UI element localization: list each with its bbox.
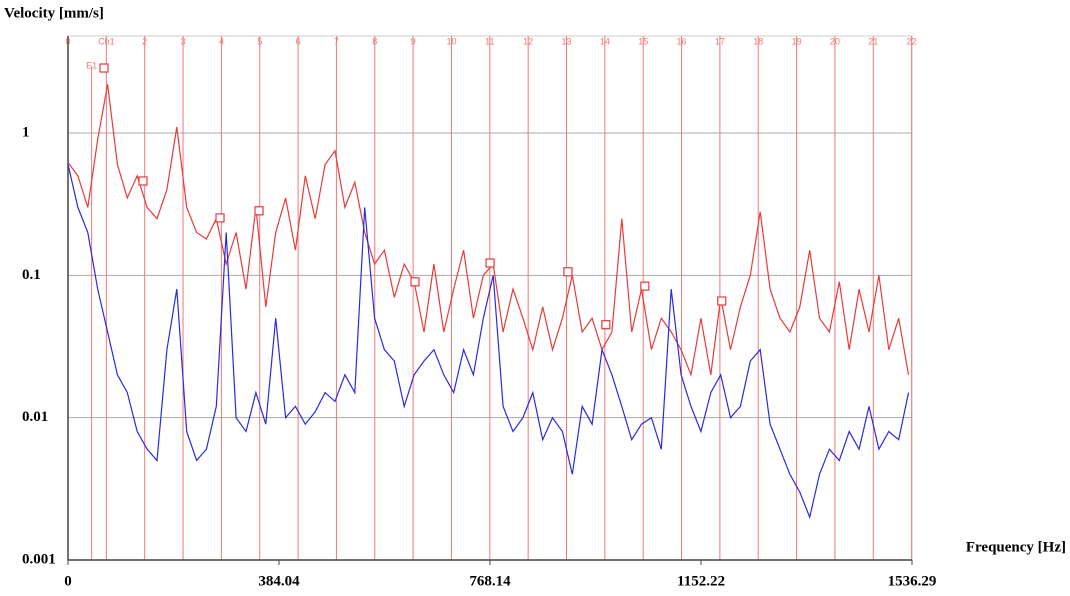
harmonic-label: 20: [830, 36, 840, 46]
peak-marker: [215, 213, 225, 223]
peak-marker: [138, 176, 148, 186]
harmonic-label: 14: [600, 36, 610, 46]
series-line: [67, 164, 910, 520]
harmonic-label: 15: [638, 36, 648, 46]
harmonic-label: 4: [219, 36, 224, 46]
harmonic-label: 5: [257, 36, 262, 46]
peak-marker: [410, 277, 420, 287]
harmonic-label: 6: [296, 36, 301, 46]
peak-marker: [717, 296, 727, 306]
cursor-label: E1: [86, 60, 97, 70]
x-axis-label: Frequency [Hz]: [966, 539, 1066, 555]
y-axis-label: Velocity [mm/s]: [4, 5, 104, 21]
harmonic-label: 21: [868, 36, 878, 46]
peak-marker: [99, 63, 109, 73]
harmonic-label: 16: [677, 36, 687, 46]
harmonic-label: 17: [715, 36, 725, 46]
harmonic-label: 10: [446, 36, 456, 46]
peak-marker: [640, 281, 650, 291]
harmonic-label: Ch1: [98, 36, 115, 46]
peak-marker: [254, 206, 264, 216]
harmonic-label: 7: [334, 36, 339, 46]
x-tick-label: 0: [64, 573, 72, 589]
harmonic-label: 9: [411, 36, 416, 46]
harmonic-label: 11: [485, 36, 494, 46]
harmonic-label: 18: [753, 36, 763, 46]
harmonic-label: 3: [181, 36, 186, 46]
harmonic-label: 22: [907, 36, 917, 46]
y-tick-label: 0.1: [22, 267, 41, 283]
series-line: [67, 84, 910, 378]
x-tick-label: 384.04: [258, 573, 300, 589]
harmonic-label: 8: [372, 36, 377, 46]
harmonic-label: 19: [792, 36, 802, 46]
harmonic-label: 2: [142, 36, 147, 46]
peak-marker: [563, 267, 573, 277]
harmonic-label: 12: [523, 36, 533, 46]
x-tick-label: 1152.22: [677, 573, 725, 589]
peak-marker: [601, 320, 611, 330]
x-tick-label: 768.14: [469, 573, 511, 589]
y-tick-label: 0.001: [22, 551, 56, 567]
peak-marker: [485, 258, 495, 268]
x-tick-label: 1536.29: [888, 573, 937, 589]
harmonic-label: 13: [561, 36, 571, 46]
y-tick-label: 0.01: [22, 409, 48, 425]
y-tick-label: 1: [22, 124, 30, 140]
